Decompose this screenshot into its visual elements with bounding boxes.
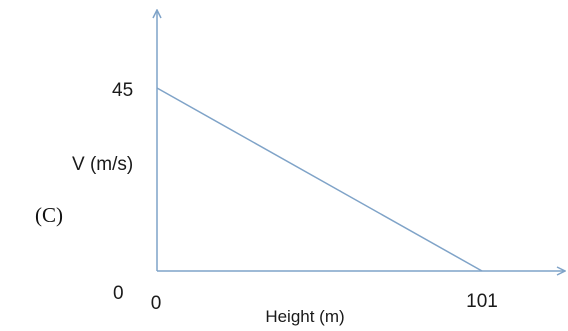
series-line-velocity bbox=[156, 87, 483, 272]
x-tick-label-zero: 0 bbox=[151, 293, 162, 314]
y-axis-label: V (m/s) bbox=[72, 154, 133, 175]
x-tick-label-max: 101 bbox=[466, 291, 498, 312]
x-axis-label: Height (m) bbox=[265, 307, 344, 326]
option-label: (C) bbox=[35, 203, 63, 227]
y-tick-label-max: 45 bbox=[112, 80, 133, 101]
y-tick-label-zero: 0 bbox=[113, 283, 124, 304]
